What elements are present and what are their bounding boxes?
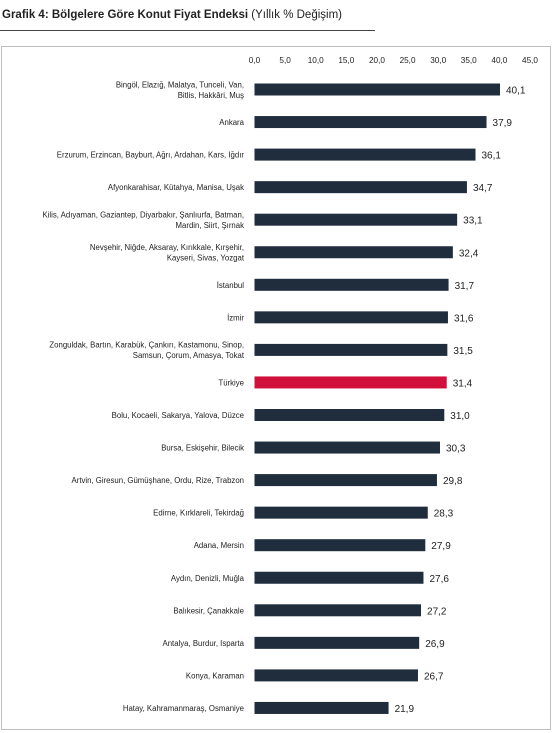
bar-highlight <box>254 376 447 389</box>
value-label: 31,6 <box>454 313 474 324</box>
bar <box>254 213 458 226</box>
value-label: 27,9 <box>431 541 451 552</box>
category-label: Samsun, Çorum, Amasya, Tokat <box>133 351 245 360</box>
category-label: Hatay, Kahramanmaraş, Osmaniye <box>123 704 244 713</box>
bar <box>254 311 448 324</box>
bar <box>254 474 437 487</box>
x-tick-label: 5,0 <box>279 56 291 65</box>
value-label: 27,2 <box>427 606 447 617</box>
category-label: Artvin, Giresun, Gümüşhane, Ordu, Rize, … <box>72 476 244 485</box>
bar <box>254 701 389 714</box>
category-label: Zonguldak, Bartın, Karabük, Çankırı, Kas… <box>49 341 244 350</box>
value-label: 27,6 <box>429 574 449 585</box>
category-label: Edirne, Kırklareli, Tekirdağ <box>153 509 244 518</box>
value-label: 31,5 <box>453 346 473 357</box>
x-tick-label: 45,0 <box>522 56 538 65</box>
value-label: 36,1 <box>482 151 502 162</box>
x-tick-label: 35,0 <box>461 56 477 65</box>
value-label: 31,0 <box>450 411 470 422</box>
title-underline <box>0 30 375 31</box>
value-label: 26,7 <box>424 671 444 682</box>
bar <box>254 506 428 519</box>
category-label: Erzurum, Erzincan, Bayburt, Ağrı, Ardaha… <box>57 151 245 160</box>
category-label: İstanbul <box>217 281 245 290</box>
value-label: 28,3 <box>434 509 454 520</box>
x-tick-label: 25,0 <box>400 56 416 65</box>
plot-frame <box>1 46 551 730</box>
value-label: 31,4 <box>453 378 473 389</box>
value-label: 21,9 <box>395 704 415 715</box>
bar <box>254 278 449 291</box>
bar <box>254 441 441 454</box>
category-label: Mardin, Siirt, Şırnak <box>176 221 245 230</box>
category-label: Aydın, Denizli, Muğla <box>171 574 245 583</box>
bar <box>254 409 445 421</box>
value-label: 34,7 <box>473 183 493 194</box>
bar <box>254 669 418 682</box>
category-label: Konya, Karaman <box>186 671 244 680</box>
value-label: 37,9 <box>493 118 513 129</box>
category-label: Ankara <box>219 118 244 127</box>
x-tick-label: 20,0 <box>369 56 385 65</box>
category-label: Afyonkarahisar, Kütahya, Manisa, Uşak <box>108 183 244 192</box>
x-tick-label: 10,0 <box>308 56 324 65</box>
bar <box>254 571 424 584</box>
value-label: 31,7 <box>455 281 475 292</box>
bar <box>254 539 426 552</box>
category-label: İzmir <box>227 313 244 322</box>
category-label: Bolu, Kocaeli, Sakarya, Yalova, Düzce <box>112 411 244 420</box>
bar <box>254 343 448 356</box>
category-label: Adana, Mersin <box>194 541 244 550</box>
chart-title-bold: Grafik 4: Bölgelere Göre Konut Fiyat End… <box>2 9 249 21</box>
x-tick-label: 40,0 <box>491 56 507 65</box>
value-label: 33,1 <box>463 216 483 227</box>
bar <box>254 148 476 161</box>
x-tick-label: 30,0 <box>430 56 446 65</box>
category-label: Balıkesir, Çanakkale <box>173 606 244 615</box>
category-label: Bingöl, Elazığ, Malatya, Tunceli, Van, <box>116 80 244 89</box>
x-tick-label: 15,0 <box>338 56 354 65</box>
value-label: 29,8 <box>443 476 463 487</box>
category-label: Kilis, Adıyaman, Gaziantep, Diyarbakır, … <box>42 210 244 219</box>
category-label: Bitlis, Hakkâri, Muş <box>178 91 244 100</box>
value-label: 26,9 <box>425 639 445 650</box>
value-label: 40,1 <box>506 86 526 97</box>
category-label: Türkiye <box>218 378 244 387</box>
value-label: 30,3 <box>446 444 466 455</box>
bar <box>254 181 467 194</box>
value-label: 32,4 <box>459 248 479 259</box>
category-label: Kayseri, Sivas, Yozgat <box>167 254 245 263</box>
bar <box>254 604 422 617</box>
chart-title: Grafik 4: Bölgelere Göre Konut Fiyat End… <box>2 9 342 21</box>
category-label: Nevşehir, Niğde, Aksaray, Kırıkkale, Kır… <box>90 243 244 252</box>
category-label: Antalya, Burdur, Isparta <box>163 639 245 648</box>
category-label: Bursa, Eskişehir, Bilecik <box>161 444 244 453</box>
bar <box>254 83 501 96</box>
bar <box>254 636 420 649</box>
bar <box>254 116 487 129</box>
chart-title-unit: (Yıllık % Değişim) <box>251 9 342 21</box>
x-tick-label: 0,0 <box>249 56 261 65</box>
bar <box>254 246 453 259</box>
